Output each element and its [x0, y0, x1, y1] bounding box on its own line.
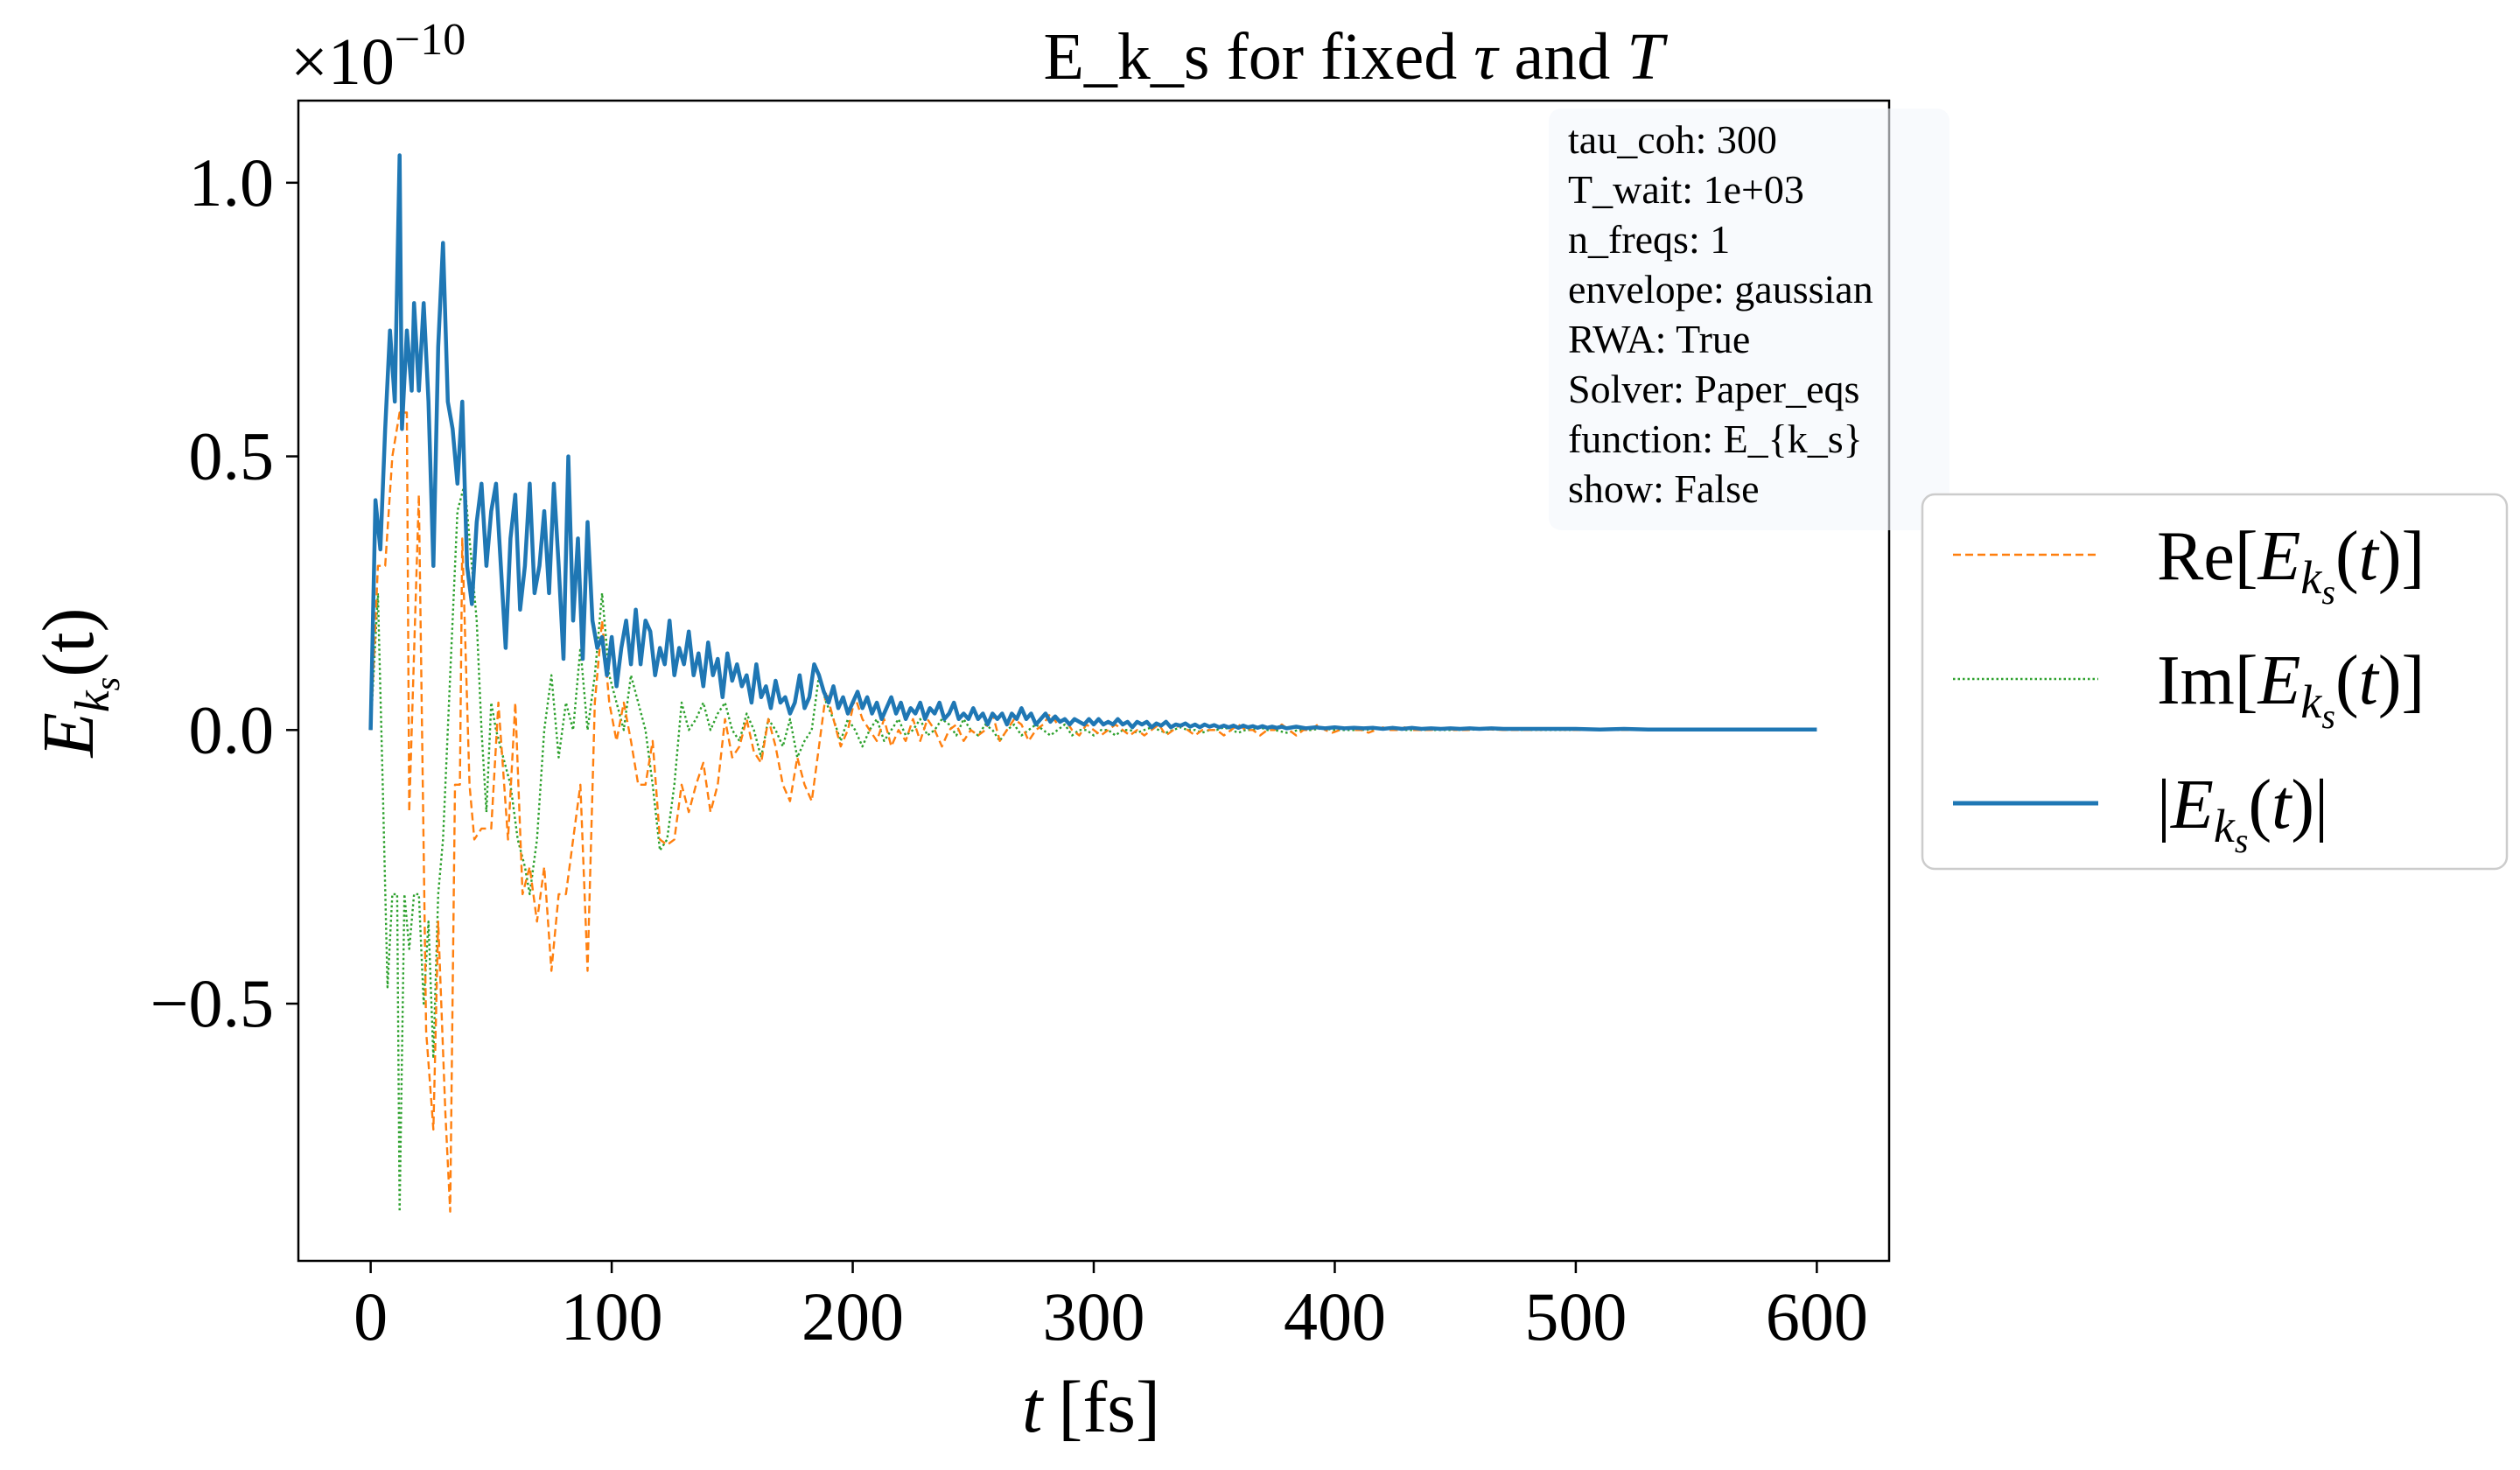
title-T: T	[1627, 20, 1668, 94]
info-box: tau_coh: 300 T_wait: 1e+03 n_freqs: 1 envel…	[1549, 108, 1950, 530]
legend-label: Im[Eks(t)]	[2157, 642, 2425, 736]
y-axis-arg: (t)	[28, 607, 109, 676]
axes: 0 100 200 300 400 500 600 −0.5 0.0 0.5 1.0	[150, 99, 1891, 1354]
x-tick-label: 500	[1524, 1278, 1627, 1354]
x-axis-label: t [fs]	[1022, 1367, 1160, 1448]
y-axis-var: E	[28, 712, 109, 758]
x-tick-label: 0	[354, 1278, 388, 1354]
title-middle: and	[1497, 20, 1627, 94]
info-box-line: n_freqs: 1	[1568, 217, 1730, 262]
legend-label: Re[Eks(t)]	[2157, 518, 2425, 612]
legend-frame	[1921, 493, 2509, 871]
offset-exponent: −10	[395, 15, 466, 65]
series-line-0	[369, 411, 1817, 1213]
x-tick-label: 200	[802, 1278, 904, 1354]
x-tick-label: 600	[1766, 1278, 1868, 1354]
x-axis-unit: [fs]	[1058, 1367, 1160, 1448]
series-layer	[368, 153, 1817, 1213]
offset-base: ×10	[290, 25, 395, 99]
info-box-line: function: E_{k_s}	[1568, 416, 1863, 461]
series-line-1	[369, 482, 1817, 1213]
y-tick-label: 1.0	[189, 144, 275, 220]
y-axis-sub: k	[66, 690, 120, 712]
offset-text: ×10−10	[290, 15, 466, 99]
y-axis-subsub: s	[88, 677, 127, 691]
y-tick-label: −0.5	[150, 965, 275, 1041]
info-box-line: tau_coh: 300	[1568, 117, 1777, 162]
legend-label: |Eks(t)|	[2157, 766, 2328, 860]
x-tick-label: 100	[561, 1278, 663, 1354]
info-box-line: envelope: gaussian	[1568, 267, 1873, 312]
x-tick-label: 300	[1043, 1278, 1145, 1354]
x-axis-var: t	[1022, 1367, 1045, 1448]
x-tick-label: 400	[1284, 1278, 1386, 1354]
title-prefix: E_k_s for fixed	[1044, 20, 1474, 94]
info-box-line: T_wait: 1e+03	[1568, 167, 1804, 212]
y-tick-label: 0.0	[189, 691, 275, 767]
series-line-2	[368, 153, 1817, 732]
info-box-background	[1549, 108, 1950, 530]
info-box-line: show: False	[1568, 466, 1760, 511]
y-tick-label: 0.5	[189, 418, 275, 494]
y-axis-label: Eks(t)	[28, 607, 127, 758]
info-box-line: Solver: Paper_eqs	[1568, 367, 1859, 411]
title-tau: τ	[1474, 20, 1500, 94]
info-box-line: RWA: True	[1568, 317, 1750, 361]
chart-title: E_k_s for fixed τ and T	[1044, 20, 1669, 94]
legend: Re[Eks(t)] Im[Eks(t)] |Eks(t)|	[1921, 493, 2509, 871]
